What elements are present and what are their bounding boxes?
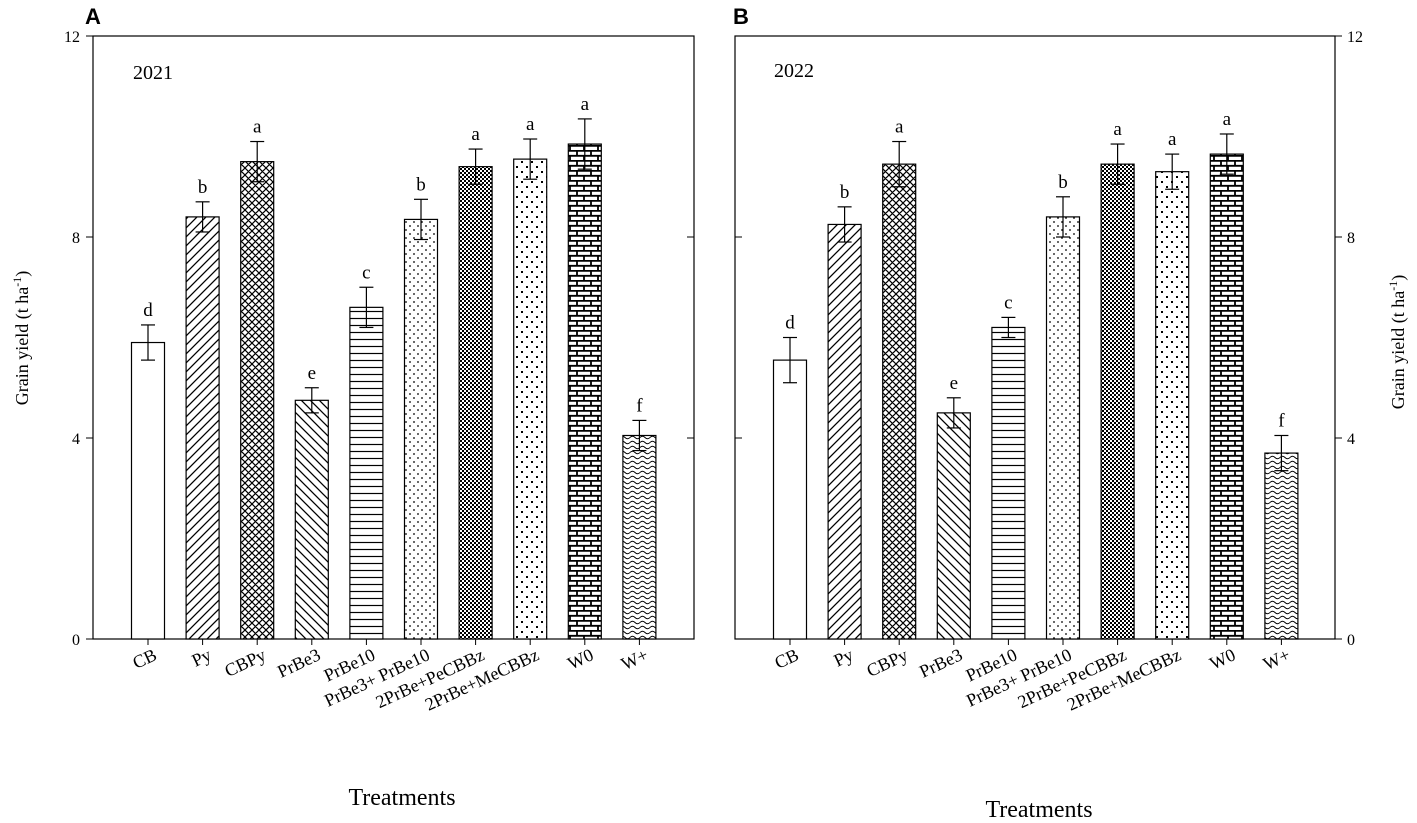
error-bar-b-5 [1056,196,1070,238]
bar-a-prbe3 [294,399,329,640]
sig-letter-a-9: f [636,395,643,416]
panel-a-letter: A [85,4,101,29]
error-bar-a-5 [414,198,428,241]
bar-b-py [827,223,862,640]
panel-a-y-ticks: 0 4 8 12 [64,29,694,649]
panel-b-frame [734,35,1336,640]
category-label-a-3: PrBe3 [274,644,323,681]
error-bar-a-8 [577,118,592,170]
bar-b-prbe3-prbe10 [1045,216,1081,640]
sig-letter-b-7: a [1168,129,1177,150]
bar-a-prbe3-prbe10 [403,218,439,640]
category-label-a-9: W+ [618,644,651,674]
sig-letter-b-1: b [840,182,850,203]
y-tick-8-right: 8 [1347,230,1355,247]
error-bar-b-8 [1219,133,1234,175]
bar-b-cb [772,359,808,640]
sig-letter-b-3: e [950,373,958,394]
y-tick-8-left: 8 [72,230,80,247]
error-bar-b-1 [837,206,852,243]
error-bar-a-7 [523,138,538,180]
sig-letter-b-0: d [785,313,795,334]
y-axis-label-left: Grain yield (t ha-1) [10,271,33,405]
sig-letter-a-5: b [416,174,426,195]
bar-b-2prbe-mecbbz [1155,171,1190,640]
bar-b-prbe3 [936,412,971,640]
y-tick-12-right: 12 [1347,29,1363,46]
sig-letter-b-5: b [1058,172,1068,193]
x-axis-title-b: Treatments [985,797,1092,823]
y-tick-0-left: 0 [72,632,80,649]
bar-b-w- [1264,452,1299,640]
bar-b-2prbe-pecbbz [1100,163,1135,640]
bar-b-prbe10 [991,326,1026,640]
bar-a-cb [130,341,166,640]
y-axis-label-right: Grain yield (t ha-1) [1386,275,1409,409]
error-bar-b-4 [1001,316,1016,339]
sig-letter-b-9: f [1278,410,1285,431]
error-bar-a-6 [468,148,483,185]
bar-a-cbpy [240,161,275,640]
category-label-a-1: Py [189,644,215,670]
sig-letter-a-6: a [471,124,480,145]
error-bar-a-9 [632,419,647,452]
error-bar-a-2 [250,140,265,183]
error-bar-b-0 [783,336,797,384]
y-tick-4-right: 4 [1347,431,1355,448]
x-axis-title-a: Treatments [348,785,455,811]
category-label-a-8: W0 [564,644,596,673]
category-label-b-0: CB [771,644,801,672]
bar-a-prbe10 [349,306,384,640]
bar-a-2prbe-mecbbz [513,158,548,640]
error-bar-a-3 [304,387,319,414]
y-tick-12-left: 12 [64,29,80,46]
error-bar-b-2 [892,140,907,188]
error-bar-a-4 [359,286,374,329]
sig-letter-b-2: a [895,117,904,138]
error-bar-a-0 [141,324,155,361]
bar-b-w0 [1209,153,1244,640]
error-bar-b-7 [1165,153,1180,190]
sig-letter-a-1: b [198,177,208,198]
category-label-b-9: W+ [1260,644,1293,674]
sig-letter-b-6: a [1113,119,1122,140]
sig-letter-a-8: a [581,94,590,115]
error-bar-b-3 [946,397,961,429]
sig-letter-a-7: a [526,114,535,135]
error-bar-a-1 [195,201,210,233]
category-label-b-8: W0 [1206,644,1238,673]
sig-letter-a-0: d [143,300,153,321]
bar-a-2prbe-pecbbz [458,166,493,640]
error-bar-b-6 [1110,143,1125,185]
panel-a-year: 2021 [133,62,173,84]
category-label-a-0: CB [129,644,159,672]
error-bar-b-9 [1274,434,1289,472]
category-label-b-3: PrBe3 [916,644,965,681]
panel-b-y-ticks: 0 4 8 12 [735,29,1363,649]
bar-a-w- [622,434,657,640]
sig-letter-a-3: e [308,363,316,384]
bar-a-py [185,216,220,640]
y-tick-0-right: 0 [1347,632,1355,649]
sig-letter-a-2: a [253,117,262,138]
sig-letter-b-8: a [1223,109,1232,130]
sig-letter-b-4: c [1004,292,1012,313]
category-label-a-2: CBPy [221,644,268,680]
panel-b-letter: B [733,4,749,29]
sig-letter-a-4: c [362,262,370,283]
bar-a-w0 [567,143,602,640]
panel-a-frame [92,35,695,640]
category-label-b-2: CBPy [863,644,910,680]
bar-b-cbpy [882,163,917,640]
category-label-b-1: Py [831,644,857,670]
panel-b-year: 2022 [774,60,814,82]
y-tick-4-left: 4 [72,431,80,448]
